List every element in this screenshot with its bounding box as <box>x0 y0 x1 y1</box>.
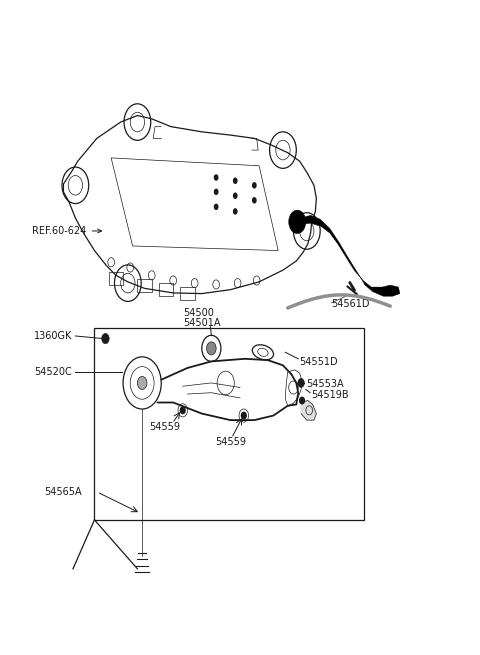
Text: 54520C: 54520C <box>34 367 72 377</box>
Text: REF.60-624: REF.60-624 <box>33 226 102 236</box>
Text: 54553A: 54553A <box>306 379 344 389</box>
Text: 54500: 54500 <box>183 308 214 318</box>
Circle shape <box>233 178 238 184</box>
Circle shape <box>214 174 218 181</box>
Circle shape <box>300 398 304 404</box>
Polygon shape <box>292 215 400 296</box>
Circle shape <box>102 333 109 344</box>
Circle shape <box>233 193 238 199</box>
Circle shape <box>298 379 304 388</box>
Text: 54501A: 54501A <box>183 318 220 328</box>
Circle shape <box>252 182 257 189</box>
Bar <box>95 328 364 520</box>
Circle shape <box>214 204 218 210</box>
Text: 54559: 54559 <box>149 422 180 432</box>
Text: 54519B: 54519B <box>312 390 349 400</box>
Text: 54561D: 54561D <box>332 299 370 309</box>
Circle shape <box>214 189 218 195</box>
Text: 54551D: 54551D <box>300 357 338 367</box>
Circle shape <box>206 342 216 355</box>
Polygon shape <box>301 401 316 420</box>
Circle shape <box>233 208 238 215</box>
Text: 54559: 54559 <box>215 438 246 447</box>
Circle shape <box>241 412 246 419</box>
Circle shape <box>252 197 257 204</box>
Circle shape <box>180 407 185 413</box>
Text: 54565A: 54565A <box>44 487 82 497</box>
Text: 1360GK: 1360GK <box>34 331 72 341</box>
Circle shape <box>137 377 147 390</box>
Circle shape <box>288 210 306 234</box>
